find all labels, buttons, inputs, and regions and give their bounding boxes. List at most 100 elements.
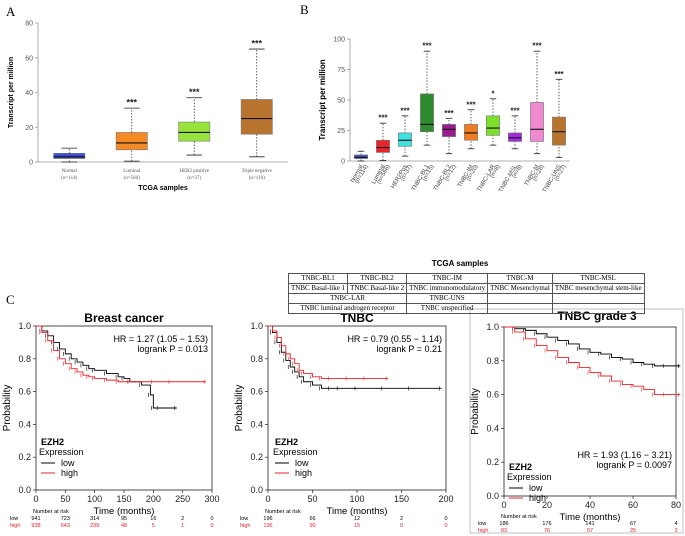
y-tick-label: 0.6 bbox=[486, 390, 499, 400]
table-cell: TNBC luminal androgen receptor bbox=[287, 303, 408, 314]
box-triple-negative bbox=[240, 99, 273, 135]
risk-count-low: 67 bbox=[630, 521, 636, 527]
hazard-ratio: HR = 1.27 (1.05 − 1.53) bbox=[113, 334, 208, 344]
survival-curve-low bbox=[268, 325, 442, 389]
table-cell: TNBC-UNS bbox=[406, 293, 489, 304]
table-cell: TNBC-M bbox=[487, 273, 553, 284]
chart-title: Breast cancer bbox=[84, 311, 164, 325]
x-tick-label: 20 bbox=[542, 500, 552, 510]
table-row: TNBC Basal-like 1 TNBC Basal-like 2 TNBC i… bbox=[287, 283, 645, 294]
category-label: Luminal bbox=[123, 169, 141, 174]
legend-title: EZH2 bbox=[275, 437, 298, 447]
legend-label-low: low bbox=[61, 458, 75, 468]
survival-curve-high bbox=[504, 326, 681, 396]
y-tick-label: 0.4 bbox=[18, 419, 31, 429]
legend-subtitle: Expression bbox=[39, 447, 84, 457]
table-row: TNBC-LAR TNBC-UNS bbox=[287, 293, 645, 304]
box-tnbc-m bbox=[530, 102, 544, 142]
risk-count-low: 141 bbox=[585, 521, 594, 527]
significance-marker: * bbox=[491, 89, 495, 98]
y-axis-label: Probability bbox=[234, 385, 245, 432]
risk-count-low: 0 bbox=[444, 516, 447, 522]
y-tick-label: 0.6 bbox=[250, 387, 263, 397]
x-tick-label: 200 bbox=[438, 494, 453, 504]
x-tick-label: 50 bbox=[307, 494, 317, 504]
logrank-p: logrank P = 0.0097 bbox=[596, 460, 672, 470]
category-count: (n=37) bbox=[187, 176, 201, 181]
risk-count-high: 196 bbox=[263, 523, 272, 529]
y-tick-label: 0.8 bbox=[18, 354, 31, 364]
legend-subtitle: Expression bbox=[507, 472, 552, 482]
risk-count-high: 239 bbox=[90, 523, 99, 529]
risk-row-label-low: low bbox=[478, 521, 486, 527]
y-tick-label: 0 bbox=[341, 159, 345, 166]
x-tick-label: 150 bbox=[116, 494, 131, 504]
box-her2-positive bbox=[178, 121, 211, 142]
risk-count-high: 90 bbox=[309, 523, 315, 529]
risk-count-low: 95 bbox=[121, 516, 127, 522]
risk-count-high: 1 bbox=[181, 523, 184, 529]
box-tnbc-im bbox=[464, 124, 478, 141]
risk-row-label-high: high bbox=[478, 528, 488, 534]
risk-count-low: 941 bbox=[31, 516, 40, 522]
box-normal bbox=[354, 154, 368, 159]
y-tick-label: 60 bbox=[25, 55, 33, 62]
x-tick-label: 60 bbox=[628, 500, 638, 510]
risk-row-label-high: high bbox=[240, 523, 250, 529]
table-cell: TNBC-MSL bbox=[551, 273, 645, 284]
significance-marker: *** bbox=[444, 109, 454, 118]
y-tick-label: 100 bbox=[333, 37, 345, 44]
y-axis-label: Transcript per million bbox=[318, 59, 327, 140]
category-count: (n=114) bbox=[61, 176, 77, 181]
legend-label-high: high bbox=[295, 468, 312, 478]
y-tick-label: 1.0 bbox=[250, 321, 263, 331]
risk-count-low: 196 bbox=[263, 516, 272, 522]
y-tick-label: 0.2 bbox=[486, 457, 499, 467]
risk-table-title: Number at risk bbox=[501, 514, 537, 520]
risk-count-high: 83 bbox=[501, 528, 507, 534]
logrank-p: logrank P = 0.013 bbox=[137, 344, 208, 354]
risk-count-high: 25 bbox=[630, 528, 636, 534]
risk-count-high: 0 bbox=[400, 523, 403, 529]
significance-marker: *** bbox=[422, 42, 432, 51]
category-count: (n=566) bbox=[124, 176, 140, 181]
y-axis-label: Probability bbox=[470, 388, 481, 435]
x-axis-label: TCGA samples bbox=[432, 259, 489, 268]
x-tick-label: 100 bbox=[349, 494, 364, 504]
risk-count-low: 16 bbox=[150, 516, 156, 522]
box-luminal bbox=[115, 132, 148, 151]
risk-count-high: 76 bbox=[544, 528, 550, 534]
risk-table-title: Number at risk bbox=[265, 509, 301, 515]
category-label: Normal bbox=[62, 169, 78, 174]
legend-title: EZH2 bbox=[41, 437, 64, 447]
table-cell bbox=[487, 293, 553, 304]
risk-count-high: 57 bbox=[587, 528, 593, 534]
table-cell: TNBC immunomodulatory bbox=[406, 283, 489, 294]
category-count: (n=116) bbox=[249, 176, 265, 181]
x-tick-label: 300 bbox=[204, 494, 219, 504]
x-tick-label: 100 bbox=[87, 494, 102, 504]
y-tick-label: 0.8 bbox=[486, 356, 499, 366]
y-tick-label: 80 bbox=[25, 21, 33, 28]
y-tick-label: 1.0 bbox=[18, 321, 31, 331]
chart-title: TNBC bbox=[340, 311, 374, 325]
significance-marker: *** bbox=[251, 39, 262, 49]
box-tnbc-bl1 bbox=[420, 93, 434, 133]
y-tick-label: 20 bbox=[25, 125, 33, 132]
x-tick-label: 0 bbox=[501, 500, 506, 510]
table-cell: TNBC Basal-like 1 bbox=[287, 283, 349, 294]
x-tick-label: 40 bbox=[585, 500, 595, 510]
legend-subtitle: Expression bbox=[273, 447, 318, 457]
legend-label-low: low bbox=[529, 483, 543, 493]
table-row: TNBC luminal androgen receptor TNBC unspe… bbox=[287, 303, 645, 314]
legend-label-high: high bbox=[61, 468, 78, 478]
table-cell bbox=[551, 303, 645, 314]
y-axis-label: Transcript per million bbox=[8, 57, 15, 128]
box-tnbc-uns bbox=[552, 116, 566, 146]
risk-count-low: 723 bbox=[61, 516, 70, 522]
significance-marker: *** bbox=[189, 87, 200, 97]
survival-curve-low bbox=[504, 326, 681, 367]
significance-marker: *** bbox=[532, 42, 542, 51]
y-tick-label: 50 bbox=[337, 98, 345, 105]
